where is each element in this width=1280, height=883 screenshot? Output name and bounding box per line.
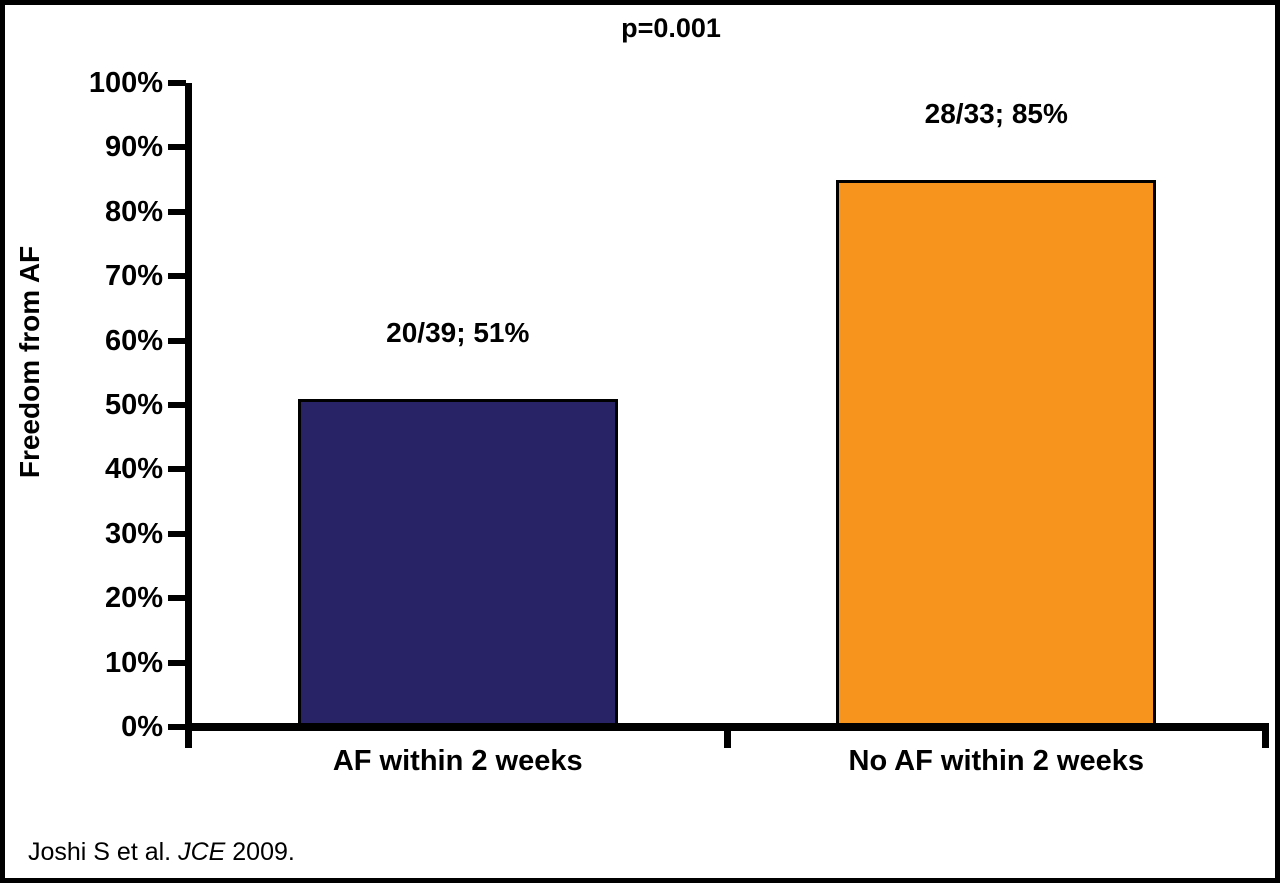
x-category-label: AF within 2 weeks (332, 745, 583, 777)
y-tick-label: 40% (104, 453, 163, 486)
y-tick-mark (168, 530, 186, 537)
y-tick-mark (168, 595, 186, 602)
x-tick-mark (1262, 723, 1269, 748)
citation: Joshi S et al. JCE 2009. (28, 838, 295, 867)
y-tick-label: 60% (104, 324, 163, 357)
y-tick-label: 30% (104, 517, 163, 550)
y-tick-mark (168, 337, 186, 344)
y-tick-mark (168, 208, 186, 215)
y-tick-label: 80% (104, 195, 163, 228)
citation-authors: Joshi S et al. (28, 838, 179, 866)
y-tick-mark (168, 402, 186, 408)
bar-value-label: 28/33; 85% (924, 97, 1068, 129)
y-axis-line (185, 83, 192, 731)
y-tick-mark (168, 659, 186, 666)
chart-title: p=0.001 (621, 13, 721, 43)
y-tick-label: 10% (104, 646, 163, 679)
y-axis-label: Freedom from AF (14, 245, 45, 479)
y-tick-mark (168, 80, 186, 86)
y-tick-mark (168, 724, 186, 730)
x-tick-mark (723, 723, 731, 748)
citation-journal: JCE (178, 838, 226, 866)
bar (297, 398, 618, 727)
y-tick-label: 0% (121, 711, 163, 743)
y-tick-label: 100% (88, 67, 163, 99)
y-tick-label: 90% (104, 131, 163, 164)
y-tick-label: 70% (104, 260, 163, 293)
y-tick-mark (168, 466, 186, 473)
bar-value-label: 20/39; 51% (386, 316, 530, 348)
citation-year: 2009. (225, 838, 295, 866)
y-tick-mark (168, 273, 186, 280)
y-tick-mark (168, 144, 186, 151)
x-tick-mark (185, 723, 192, 748)
y-tick-label: 20% (104, 582, 163, 615)
y-tick-label: 50% (104, 389, 163, 421)
x-category-label: No AF within 2 weeks (848, 745, 1144, 777)
bar (836, 179, 1157, 727)
